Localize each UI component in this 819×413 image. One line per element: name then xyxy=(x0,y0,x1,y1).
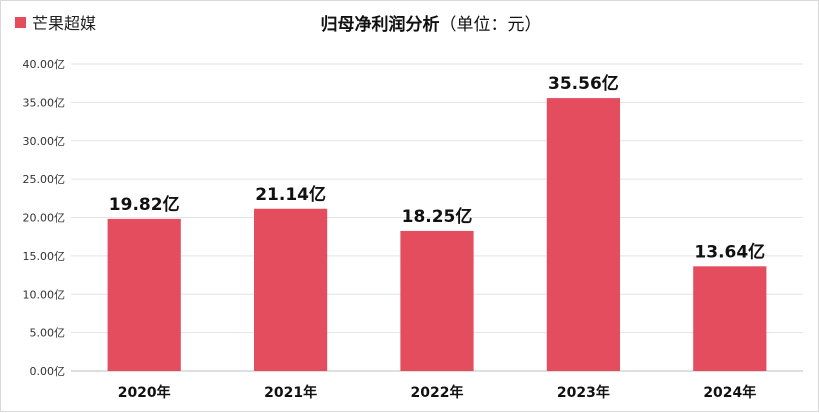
x-tick-label: 2021年 xyxy=(264,384,317,401)
chart-title-unit: （单位：元） xyxy=(439,15,542,35)
bar xyxy=(254,208,328,371)
chart-title-main: 归母净利润分析 xyxy=(320,15,440,35)
x-tick-label: 2022年 xyxy=(411,384,464,401)
y-tick-label: 20.00亿 xyxy=(23,212,66,225)
y-tick-label: 10.00亿 xyxy=(23,288,66,301)
y-tick-label: 40.00亿 xyxy=(23,58,66,71)
data-label: 13.64亿 xyxy=(694,241,765,262)
y-tick-label: 30.00亿 xyxy=(23,135,66,148)
y-tick-label: 35.00亿 xyxy=(23,96,66,109)
bar xyxy=(107,218,181,371)
data-label: 18.25亿 xyxy=(402,206,473,227)
x-tick-label: 2020年 xyxy=(118,384,171,401)
x-tick-label: 2023年 xyxy=(557,384,610,401)
bar xyxy=(400,230,474,371)
y-tick-label: 25.00亿 xyxy=(23,173,66,186)
y-tick-label: 15.00亿 xyxy=(23,250,66,263)
y-tick-label: 5.00亿 xyxy=(30,327,66,340)
data-label: 35.56亿 xyxy=(548,73,619,94)
legend-label: 芒果超媒 xyxy=(32,14,97,33)
data-label: 19.82亿 xyxy=(109,194,180,215)
chart-title: 归母净利润分析（单位：元） xyxy=(1,10,819,35)
x-tick-label: 2024年 xyxy=(703,384,756,401)
legend: 芒果超媒 xyxy=(15,11,96,33)
data-label: 21.14亿 xyxy=(255,184,326,205)
y-tick-label: 0.00亿 xyxy=(30,365,66,378)
legend-swatch xyxy=(15,16,26,28)
bar xyxy=(546,98,620,372)
bar xyxy=(693,266,767,371)
